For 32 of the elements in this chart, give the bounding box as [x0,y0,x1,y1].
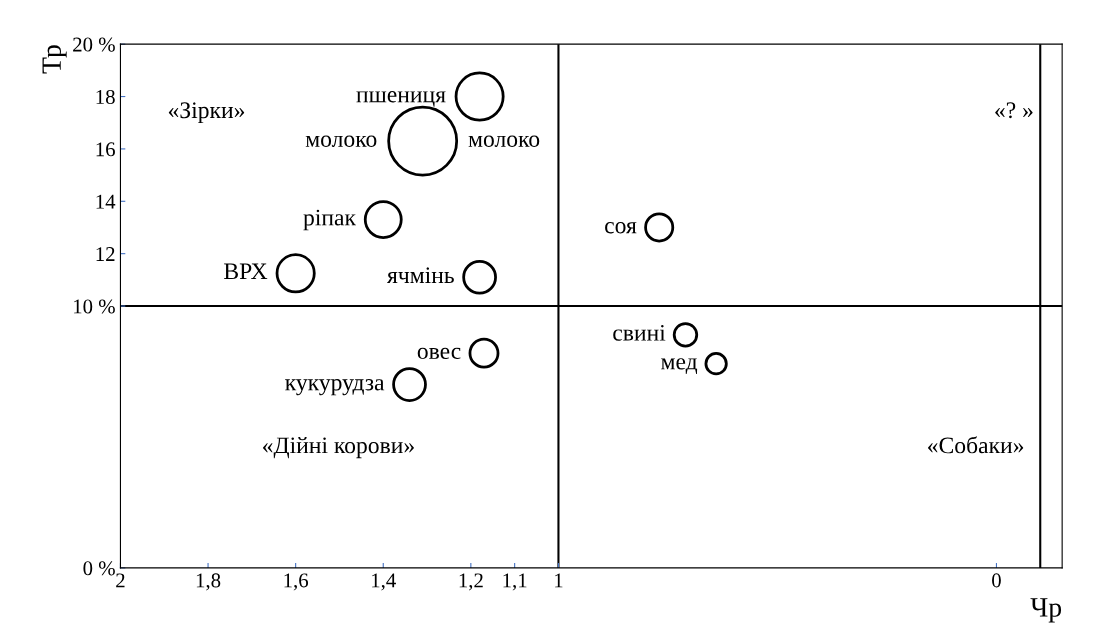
annotation: кукурудза [285,379,385,396]
annotation: ВРХ [224,263,268,280]
annotation: мед [661,358,698,374]
x-tick-label: 1,1 [503,573,527,591]
y-tick-label: 20 % [73,37,115,52]
x-tick-label: 2 [116,573,125,588]
annotation: ріпак [303,209,356,231]
annotation: свині [613,324,666,341]
annotation: соя [605,222,637,234]
x-axis-title: Чр [1030,598,1062,623]
annotation: молоко [305,135,377,147]
annotation: «Зірки» [168,102,245,123]
x-tick-label: 1,6 [284,573,309,591]
annotation: ячмінь [387,267,454,283]
y-axis-title: Тр [42,45,67,74]
x-tick-label: 1,8 [196,573,221,591]
y-tick-label: 14 [96,194,116,209]
annotation: овес [417,347,461,360]
x-tick-label: 1,4 [372,573,396,591]
x-tick-label: 1,2 [459,573,483,591]
y-tick-label: 16 [96,142,115,157]
x-tick-label: 0 [992,573,1001,588]
annotation: «Дійні корови» [263,436,414,459]
x-tick-label: 1 [555,573,563,588]
y-tick-label: 0 % [83,561,115,576]
y-tick-label: 18 [96,89,115,104]
annotation: молоко [468,135,540,147]
annotation: «? » [995,102,1033,119]
y-tick-label: 12 [96,247,115,261]
annotation: «Собаки» [928,436,1024,454]
y-tick-label: 10 % [74,299,115,314]
annotation: пшениця [356,91,446,107]
